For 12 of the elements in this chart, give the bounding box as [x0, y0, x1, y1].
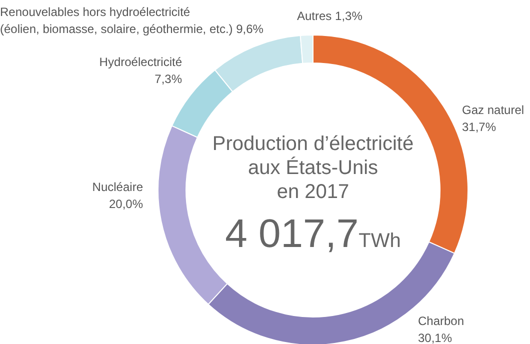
- slice-label: Charbon: [418, 314, 464, 328]
- text: 4 017,7TWh: [225, 212, 401, 256]
- slice-label: Gaz naturel: [462, 103, 524, 117]
- slice-label: Hydroélectricité: [99, 55, 182, 69]
- data-label: 31,7%: [462, 120, 496, 134]
- slice-label: Autres 1,3%: [297, 9, 363, 23]
- data-label: 7,3%: [154, 72, 182, 86]
- data-label: 20,0%: [108, 197, 144, 211]
- text: Production d’électricité aux États-Unis en 2017: [212, 133, 414, 203]
- slice-label: Nucléaire: [92, 180, 144, 194]
- slice-label: Renouvelables hors hydroélectricité (éolien, biomasse, solaire, géothermie, etc.) 9,6%: [0, 5, 264, 36]
- data-label: 30,1%: [418, 331, 452, 344]
